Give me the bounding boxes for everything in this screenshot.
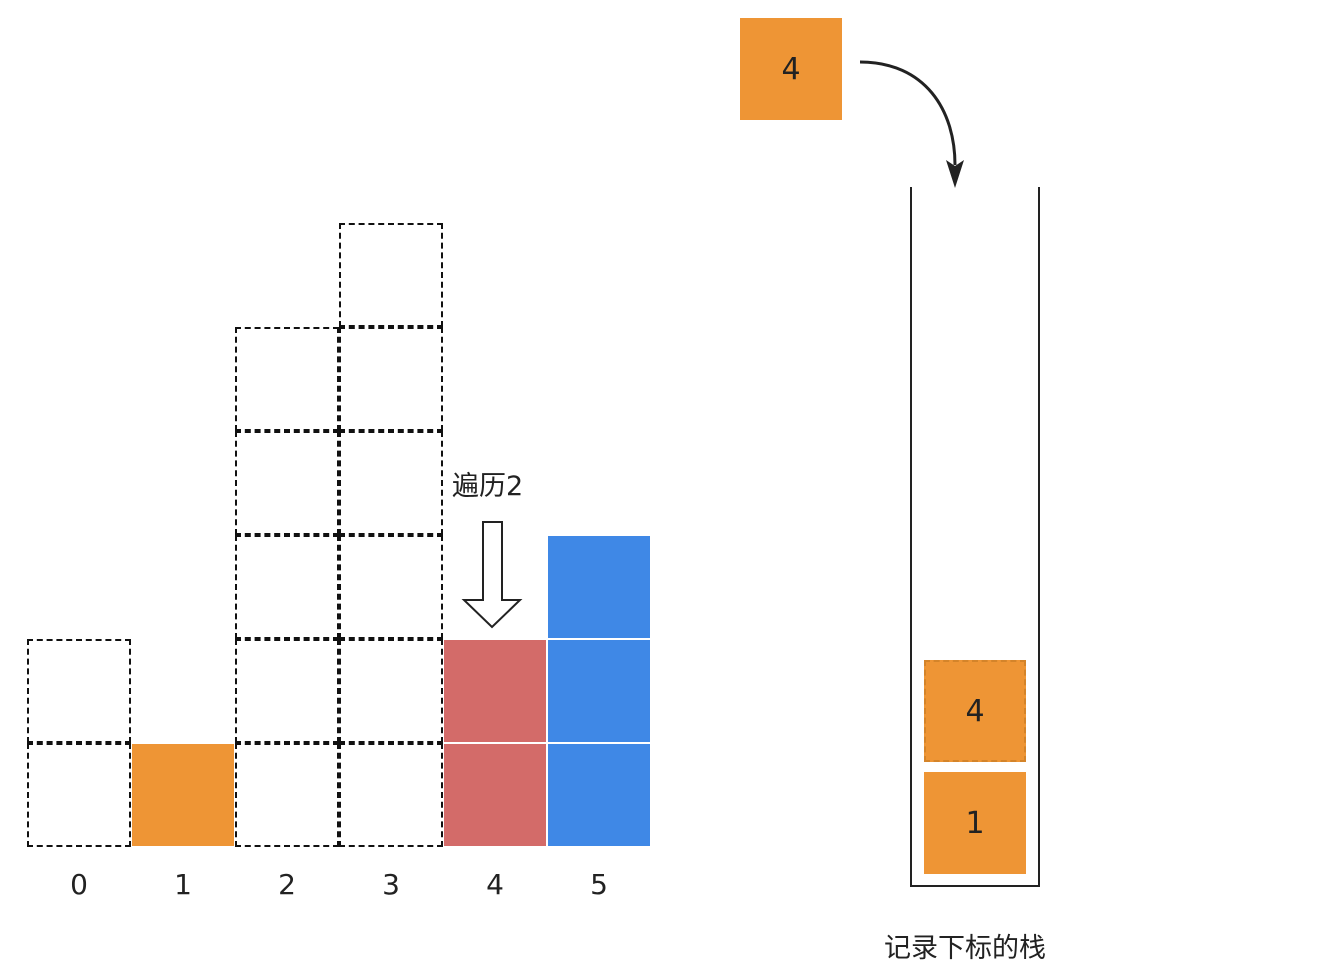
bar-3-cell	[339, 327, 443, 431]
bar-5-cell	[547, 535, 651, 639]
stack-item-value: 4	[965, 693, 985, 729]
bar-1-cell	[131, 743, 235, 847]
bar-2-cell	[235, 535, 339, 639]
index-label: 3	[382, 868, 400, 901]
stack-item-value: 1	[965, 805, 985, 841]
stack-bottom	[910, 885, 1040, 887]
bar-4-cell	[443, 743, 547, 847]
stack-caption: 记录下标的栈	[884, 933, 1046, 964]
stack-left-wall	[910, 187, 912, 887]
bar-3-cell	[339, 535, 443, 639]
bar-2-cell	[235, 327, 339, 431]
push-arrow-icon	[859, 60, 957, 166]
bar-2-cell	[235, 639, 339, 743]
bar-3-cell	[339, 223, 443, 327]
push-arrowhead-icon	[946, 160, 964, 188]
stack-item: 1	[924, 772, 1026, 874]
incoming-item-value: 4	[781, 51, 801, 87]
bar-4-cell	[443, 639, 547, 743]
traverse-arrow-icon	[461, 521, 523, 629]
bar-3-cell	[339, 743, 443, 847]
bar-0-cell	[27, 743, 131, 847]
bar-3-cell	[339, 639, 443, 743]
bar-5-cell	[547, 639, 651, 743]
index-label: 2	[278, 868, 296, 901]
traverse-label: 遍历2	[452, 471, 524, 502]
index-label: 5	[590, 868, 608, 901]
bar-2-cell	[235, 743, 339, 847]
stack-item: 4	[924, 660, 1026, 762]
index-label: 0	[70, 868, 88, 901]
bar-2-cell	[235, 431, 339, 535]
index-label: 1	[174, 868, 192, 901]
stack-right-wall	[1038, 187, 1040, 887]
bar-3-cell	[339, 431, 443, 535]
bar-5-cell	[547, 743, 651, 847]
index-label: 4	[486, 868, 504, 901]
bar-0-cell	[27, 639, 131, 743]
incoming-item: 4	[740, 18, 842, 120]
